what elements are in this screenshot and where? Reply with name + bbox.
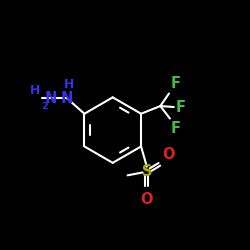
- Text: O: O: [140, 192, 153, 207]
- Text: H: H: [64, 78, 74, 91]
- Text: F: F: [171, 76, 181, 91]
- Text: O: O: [162, 147, 175, 162]
- Text: F: F: [176, 100, 186, 114]
- Text: N: N: [44, 91, 57, 106]
- Text: H: H: [30, 84, 40, 98]
- Text: 2: 2: [41, 102, 48, 111]
- Text: F: F: [171, 122, 181, 136]
- Text: N: N: [61, 91, 73, 106]
- Text: S: S: [142, 164, 152, 179]
